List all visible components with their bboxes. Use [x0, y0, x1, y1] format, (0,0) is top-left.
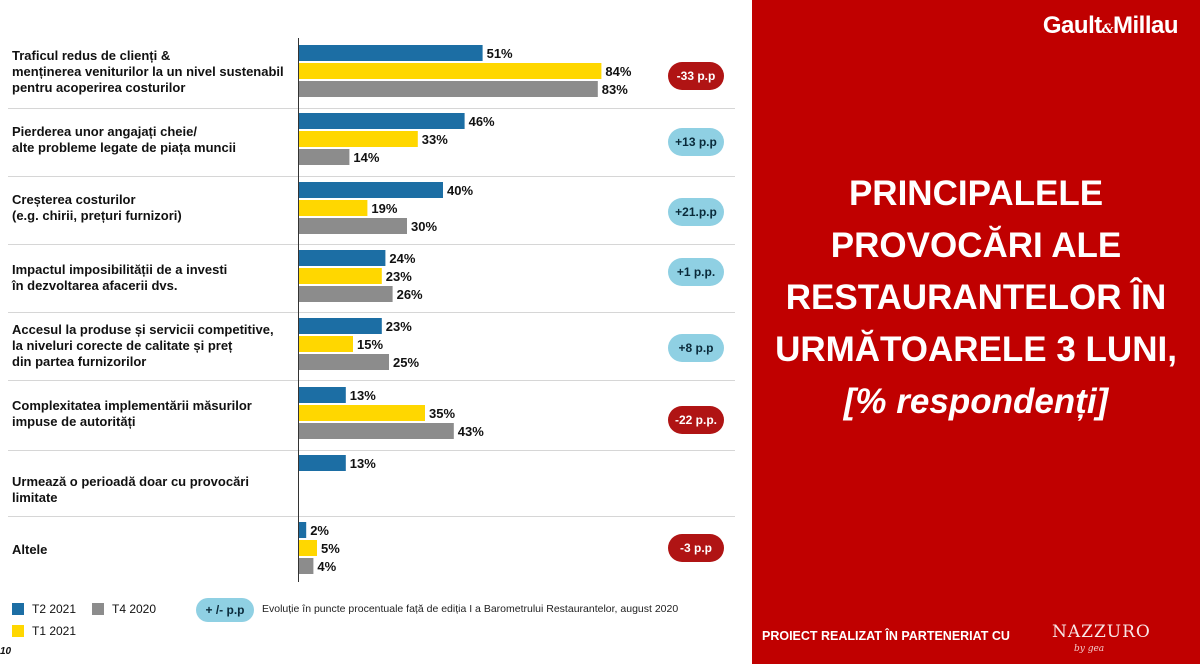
- bar-value-label: 5%: [321, 541, 340, 556]
- category-label: Pierderea unor angajați cheie/ alte prob…: [12, 124, 236, 155]
- change-badge: +1 p.p.: [668, 258, 724, 286]
- bar-value-label: 13%: [350, 456, 376, 471]
- side-panel: Gault&Millau PRINCIPALELE PROVOCĂRI ALE …: [752, 0, 1200, 664]
- bar-value-label: 25%: [393, 355, 419, 370]
- panel-subtitle: [% respondenți]: [843, 382, 1109, 421]
- bar-t2-2021: [299, 522, 307, 538]
- bar-value-label: 84%: [605, 64, 631, 79]
- legend-change-note: Evoluție în puncte procentuale față de e…: [262, 603, 679, 615]
- legend-item-t2-2021: T2 2021: [12, 602, 76, 616]
- legend-label: T1 2021: [32, 624, 77, 638]
- change-badge: -3 p.p: [668, 534, 724, 562]
- bar-t1-2021: [299, 131, 418, 147]
- bar-value-label: 15%: [357, 337, 383, 352]
- bar-t4-2020: [299, 423, 454, 439]
- bar-value-label: 35%: [429, 406, 455, 421]
- bar-value-label: 14%: [353, 150, 379, 165]
- change-badge: -22 p.p.: [668, 406, 724, 434]
- chart-area: 51% 84% 83% 46% 33% 14% 40% 19% 30% 24% 23% 26% 23% 1…: [0, 38, 735, 657]
- category-label: Complexitatea implementării măsurilor im…: [12, 398, 252, 429]
- legend-label: T2 2021: [32, 602, 77, 616]
- legend-swatch: [12, 603, 24, 615]
- legend-item-t1-2021: T1 2021: [12, 624, 76, 638]
- change-badge: +8 p.p: [668, 334, 724, 362]
- category-label: Traficul redus de clienți & menținerea v…: [12, 48, 284, 95]
- bar-t2-2021: [299, 113, 465, 129]
- bar-t4-2020: [299, 558, 314, 574]
- bar-t4-2020: [299, 149, 350, 165]
- bar-t2-2021: [299, 455, 346, 471]
- bar-value-label: 23%: [386, 319, 412, 334]
- category-label: Creșterea costurilor (e.g. chirii, prețu…: [12, 192, 182, 223]
- bar-t4-2020: [299, 286, 393, 302]
- category-label: Altele: [12, 542, 48, 557]
- nazzuro-logo: NAZZURO: [1052, 622, 1151, 642]
- bar-value-label: 2%: [310, 523, 329, 538]
- logo-text-right: Millau: [1112, 12, 1179, 39]
- bar-t2-2021: [299, 318, 382, 334]
- bar-value-label: 30%: [411, 219, 437, 234]
- bar-t1-2021: [299, 268, 382, 284]
- bar-value-label: 33%: [422, 132, 448, 147]
- bar-t2-2021: [299, 250, 386, 266]
- bar-t1-2021: [299, 200, 368, 216]
- legend-item-t4-2020: T4 2020: [92, 602, 156, 616]
- bar-value-label: 24%: [389, 251, 415, 266]
- bar-t4-2020: [299, 354, 389, 370]
- bar-value-label: 19%: [371, 201, 397, 216]
- bar-t1-2021: [299, 405, 425, 421]
- bar-value-label: 83%: [602, 82, 628, 97]
- bar-value-label: 51%: [487, 46, 513, 61]
- bar-value-label: 26%: [397, 287, 423, 302]
- bar-value-label: 13%: [350, 388, 376, 403]
- legend-swatch: [92, 603, 104, 615]
- bar-t1-2021: [299, 540, 317, 556]
- nazzuro-logo-sub: by gea: [1074, 644, 1105, 654]
- bar-t2-2021: [299, 387, 346, 403]
- bar-t2-2021: [299, 182, 443, 198]
- bar-value-label: 23%: [386, 269, 412, 284]
- legend-swatch: [12, 625, 24, 637]
- bar-t1-2021: [299, 63, 602, 79]
- bar-value-label: 46%: [469, 114, 495, 129]
- panel-title: PRINCIPALELE PROVOCĂRI ALE RESTAURANTELO…: [772, 168, 1180, 428]
- category-label: Accesul la produse și servicii competiti…: [12, 322, 274, 369]
- legend-change-badge: + /- p.p: [196, 598, 254, 622]
- bar-value-label: 4%: [317, 559, 336, 574]
- bar-t4-2020: [299, 81, 598, 97]
- change-badge: +13 p.p: [668, 128, 724, 156]
- bar-t4-2020: [299, 218, 407, 234]
- bar-value-label: 40%: [447, 183, 473, 198]
- change-badge: -33 p.p: [668, 62, 724, 90]
- category-label: Urmează o perioadă doar cu provocări lim…: [12, 474, 249, 505]
- logo-text-left: Gault: [1042, 12, 1102, 39]
- logo-ampersand: &: [1101, 22, 1114, 37]
- page-number: 10: [0, 646, 12, 657]
- partner-text: PROIECT REALIZAT ÎN PARTENERIAT CU: [762, 629, 1010, 643]
- gault-millau-logo: Gault&Millau: [1042, 12, 1179, 40]
- bar-t2-2021: [299, 45, 483, 61]
- category-label: Impactul imposibilității de a investi în…: [12, 262, 228, 293]
- panel-title-text: PRINCIPALELE PROVOCĂRI ALE RESTAURANTELO…: [775, 174, 1177, 369]
- change-badge: +21.p.p: [668, 198, 724, 226]
- bar-chart: 51%84%83%46%33%14%40%19%30%24%23%26%23%1…: [8, 38, 735, 582]
- bar-value-label: 43%: [458, 424, 484, 439]
- bar-t1-2021: [299, 336, 353, 352]
- legend-label: T4 2020: [112, 602, 157, 616]
